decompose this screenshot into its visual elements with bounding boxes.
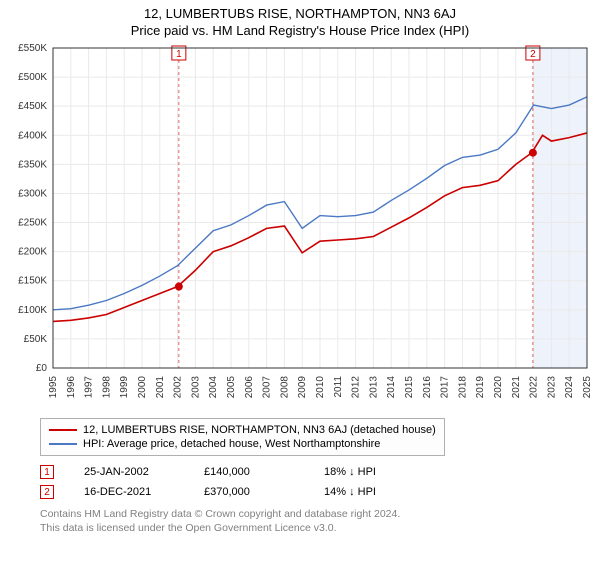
svg-text:£400K: £400K (18, 130, 47, 141)
svg-text:1998: 1998 (101, 376, 112, 399)
svg-text:2007: 2007 (262, 376, 273, 399)
svg-text:2009: 2009 (297, 376, 308, 399)
svg-text:£0: £0 (36, 363, 48, 374)
svg-text:£550K: £550K (18, 43, 47, 54)
svg-text:2017: 2017 (440, 376, 451, 399)
svg-text:2002: 2002 (173, 376, 184, 399)
svg-text:2023: 2023 (546, 376, 557, 399)
svg-text:2024: 2024 (564, 376, 575, 399)
svg-text:1995: 1995 (48, 376, 59, 399)
svg-text:1: 1 (176, 49, 182, 60)
svg-text:£200K: £200K (18, 247, 47, 258)
legend-swatch-property (49, 429, 77, 431)
marker-delta-1: 18% ↓ HPI (324, 466, 414, 478)
svg-text:2003: 2003 (190, 376, 201, 399)
svg-text:£100K: £100K (18, 305, 47, 316)
svg-text:2008: 2008 (279, 376, 290, 399)
svg-text:2: 2 (530, 49, 536, 60)
svg-text:2004: 2004 (208, 376, 219, 399)
svg-text:£350K: £350K (18, 159, 47, 170)
svg-text:2019: 2019 (475, 376, 486, 399)
legend-label-property: 12, LUMBERTUBS RISE, NORTHAMPTON, NN3 6A… (83, 424, 436, 436)
marker-table: 1 25-JAN-2002 £140,000 18% ↓ HPI 2 16-DE… (40, 462, 600, 502)
svg-text:1996: 1996 (66, 376, 77, 399)
footer: Contains HM Land Registry data © Crown c… (40, 508, 600, 535)
svg-text:2016: 2016 (422, 376, 433, 399)
svg-text:2018: 2018 (457, 376, 468, 399)
svg-text:2010: 2010 (315, 376, 326, 399)
marker-date-1: 25-JAN-2002 (84, 466, 174, 478)
chart-area: £0 £50K £100K £150K £200K £250K £300K £350K £400… (5, 42, 595, 412)
chart-title: 12, LUMBERTUBS RISE, NORTHAMPTON, NN3 6A… (0, 6, 600, 21)
svg-text:1999: 1999 (119, 376, 130, 399)
footer-line-2: This data is licensed under the Open Gov… (40, 522, 600, 536)
svg-text:2021: 2021 (511, 376, 522, 399)
marker-price-2: £370,000 (204, 486, 294, 498)
marker-row-2: 2 16-DEC-2021 £370,000 14% ↓ HPI (40, 482, 600, 502)
chart-subtitle: Price paid vs. HM Land Registry's House … (0, 23, 600, 38)
marker-date-2: 16-DEC-2021 (84, 486, 174, 498)
legend-swatch-hpi (49, 443, 77, 445)
svg-text:£50K: £50K (24, 334, 48, 345)
chart-svg: £0 £50K £100K £150K £200K £250K £300K £350K £400… (5, 42, 595, 412)
svg-text:2013: 2013 (368, 376, 379, 399)
svg-text:£150K: £150K (18, 276, 47, 287)
marker-delta-2: 14% ↓ HPI (324, 486, 414, 498)
svg-text:2006: 2006 (244, 376, 255, 399)
svg-text:2000: 2000 (137, 376, 148, 399)
svg-text:£500K: £500K (18, 72, 47, 83)
marker-row-1: 1 25-JAN-2002 £140,000 18% ↓ HPI (40, 462, 600, 482)
svg-text:2022: 2022 (529, 376, 540, 399)
marker-price-1: £140,000 (204, 466, 294, 478)
footer-line-1: Contains HM Land Registry data © Crown c… (40, 508, 600, 522)
svg-text:2015: 2015 (404, 376, 415, 399)
svg-text:2005: 2005 (226, 376, 237, 399)
svg-text:2011: 2011 (333, 376, 344, 398)
marker-box-1: 1 (40, 465, 54, 479)
svg-text:2014: 2014 (386, 376, 397, 399)
svg-text:2001: 2001 (155, 376, 166, 399)
legend-label-hpi: HPI: Average price, detached house, West… (83, 438, 380, 450)
svg-text:£250K: £250K (18, 218, 47, 229)
legend-item-property: 12, LUMBERTUBS RISE, NORTHAMPTON, NN3 6A… (49, 423, 436, 437)
legend: 12, LUMBERTUBS RISE, NORTHAMPTON, NN3 6A… (40, 418, 445, 456)
marker-box-2: 2 (40, 485, 54, 499)
svg-text:£450K: £450K (18, 101, 47, 112)
svg-text:2020: 2020 (493, 376, 504, 399)
svg-text:1997: 1997 (84, 376, 95, 399)
legend-item-hpi: HPI: Average price, detached house, West… (49, 437, 436, 451)
svg-text:£300K: £300K (18, 188, 47, 199)
svg-text:2012: 2012 (351, 376, 362, 399)
svg-text:2025: 2025 (582, 376, 593, 399)
